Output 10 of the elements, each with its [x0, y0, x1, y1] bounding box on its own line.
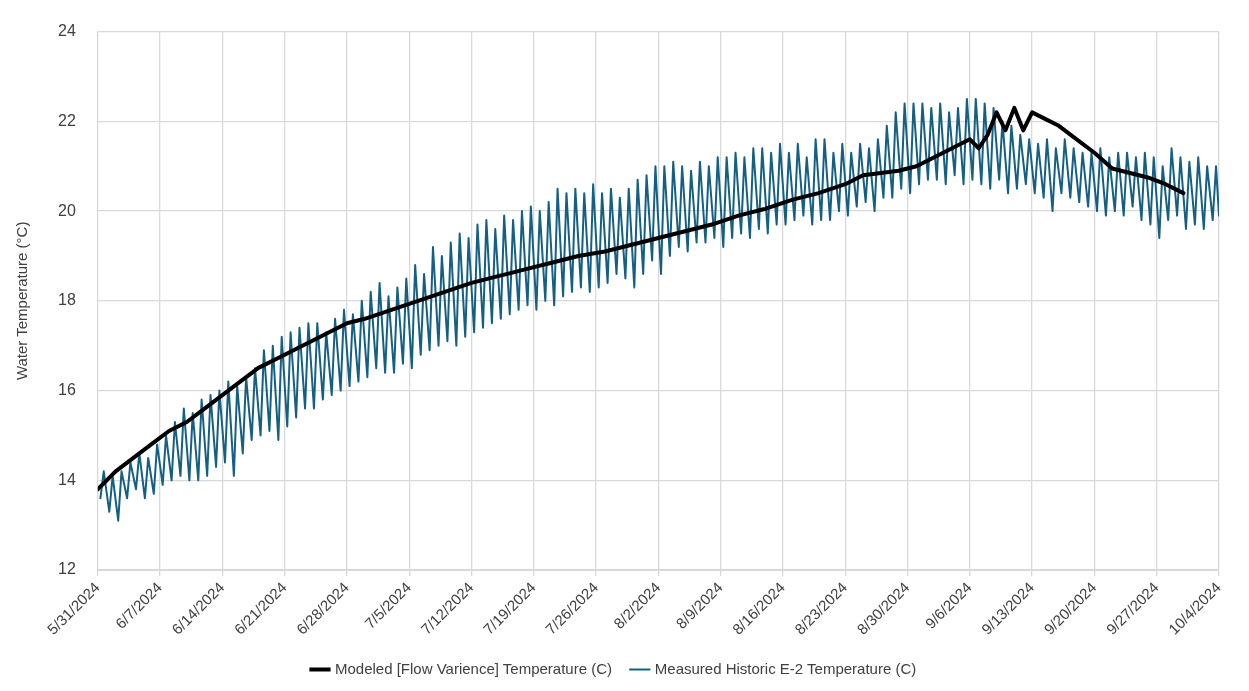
legend-label: Modeled [Flow Varience] Temperature (C): [334, 659, 613, 677]
y-tick-label: 12: [58, 560, 76, 578]
y-tick-label: 24: [58, 22, 76, 40]
y-tick-label: 16: [58, 381, 76, 398]
y-tick-label: 18: [58, 291, 76, 309]
y-tick-label: 22: [58, 111, 76, 129]
y-tick-label: 20: [58, 201, 76, 219]
y-tick-label: 14: [58, 470, 76, 488]
legend-label: Measured Historic E-2 Temperature (C): [654, 659, 917, 677]
y-axis-title: Water Temperature (°C): [13, 221, 31, 381]
